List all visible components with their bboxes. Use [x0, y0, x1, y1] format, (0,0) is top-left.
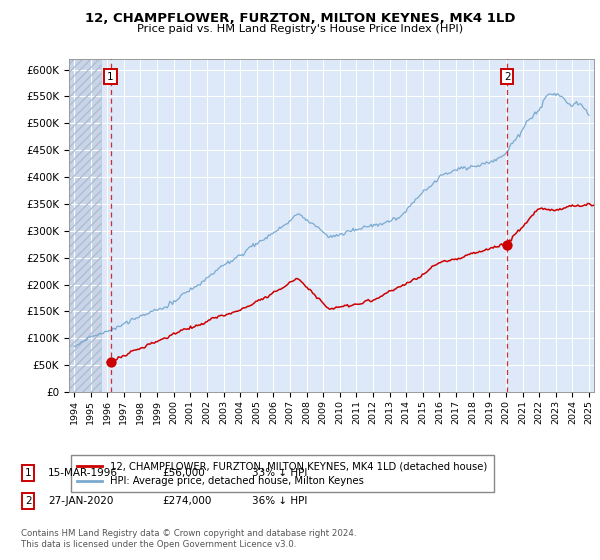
Text: £274,000: £274,000	[162, 496, 211, 506]
Text: 33% ↓ HPI: 33% ↓ HPI	[252, 468, 307, 478]
Text: £56,000: £56,000	[162, 468, 205, 478]
Text: 15-MAR-1996: 15-MAR-1996	[48, 468, 118, 478]
Legend: 12, CHAMPFLOWER, FURZTON, MILTON KEYNES, MK4 1LD (detached house), HPI: Average : 12, CHAMPFLOWER, FURZTON, MILTON KEYNES,…	[71, 455, 494, 492]
Point	[502, 240, 512, 249]
Point	[106, 357, 115, 366]
Text: 36% ↓ HPI: 36% ↓ HPI	[252, 496, 307, 506]
Text: Contains HM Land Registry data © Crown copyright and database right 2024.
This d: Contains HM Land Registry data © Crown c…	[21, 529, 356, 549]
Text: 27-JAN-2020: 27-JAN-2020	[48, 496, 113, 506]
Text: 12, CHAMPFLOWER, FURZTON, MILTON KEYNES, MK4 1LD: 12, CHAMPFLOWER, FURZTON, MILTON KEYNES,…	[85, 12, 515, 25]
Text: 2: 2	[504, 72, 511, 82]
Text: 1: 1	[107, 72, 114, 82]
Text: 1: 1	[25, 468, 32, 478]
Text: Price paid vs. HM Land Registry's House Price Index (HPI): Price paid vs. HM Land Registry's House …	[137, 24, 463, 34]
Text: 2: 2	[25, 496, 32, 506]
